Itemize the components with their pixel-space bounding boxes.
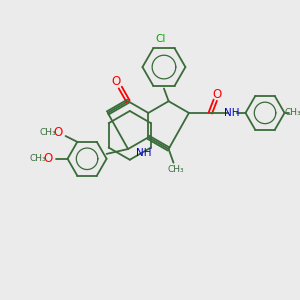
Text: O: O: [44, 152, 53, 165]
Text: NH: NH: [224, 108, 240, 118]
Text: CH₃: CH₃: [284, 108, 300, 117]
Text: O: O: [112, 75, 121, 88]
Text: CH₃: CH₃: [30, 154, 46, 163]
Text: CH₃: CH₃: [40, 128, 56, 136]
Text: O: O: [53, 126, 62, 139]
Text: NH: NH: [136, 148, 151, 158]
Text: CH₃: CH₃: [167, 165, 184, 174]
Text: O: O: [213, 88, 222, 101]
Text: Cl: Cl: [155, 34, 166, 44]
